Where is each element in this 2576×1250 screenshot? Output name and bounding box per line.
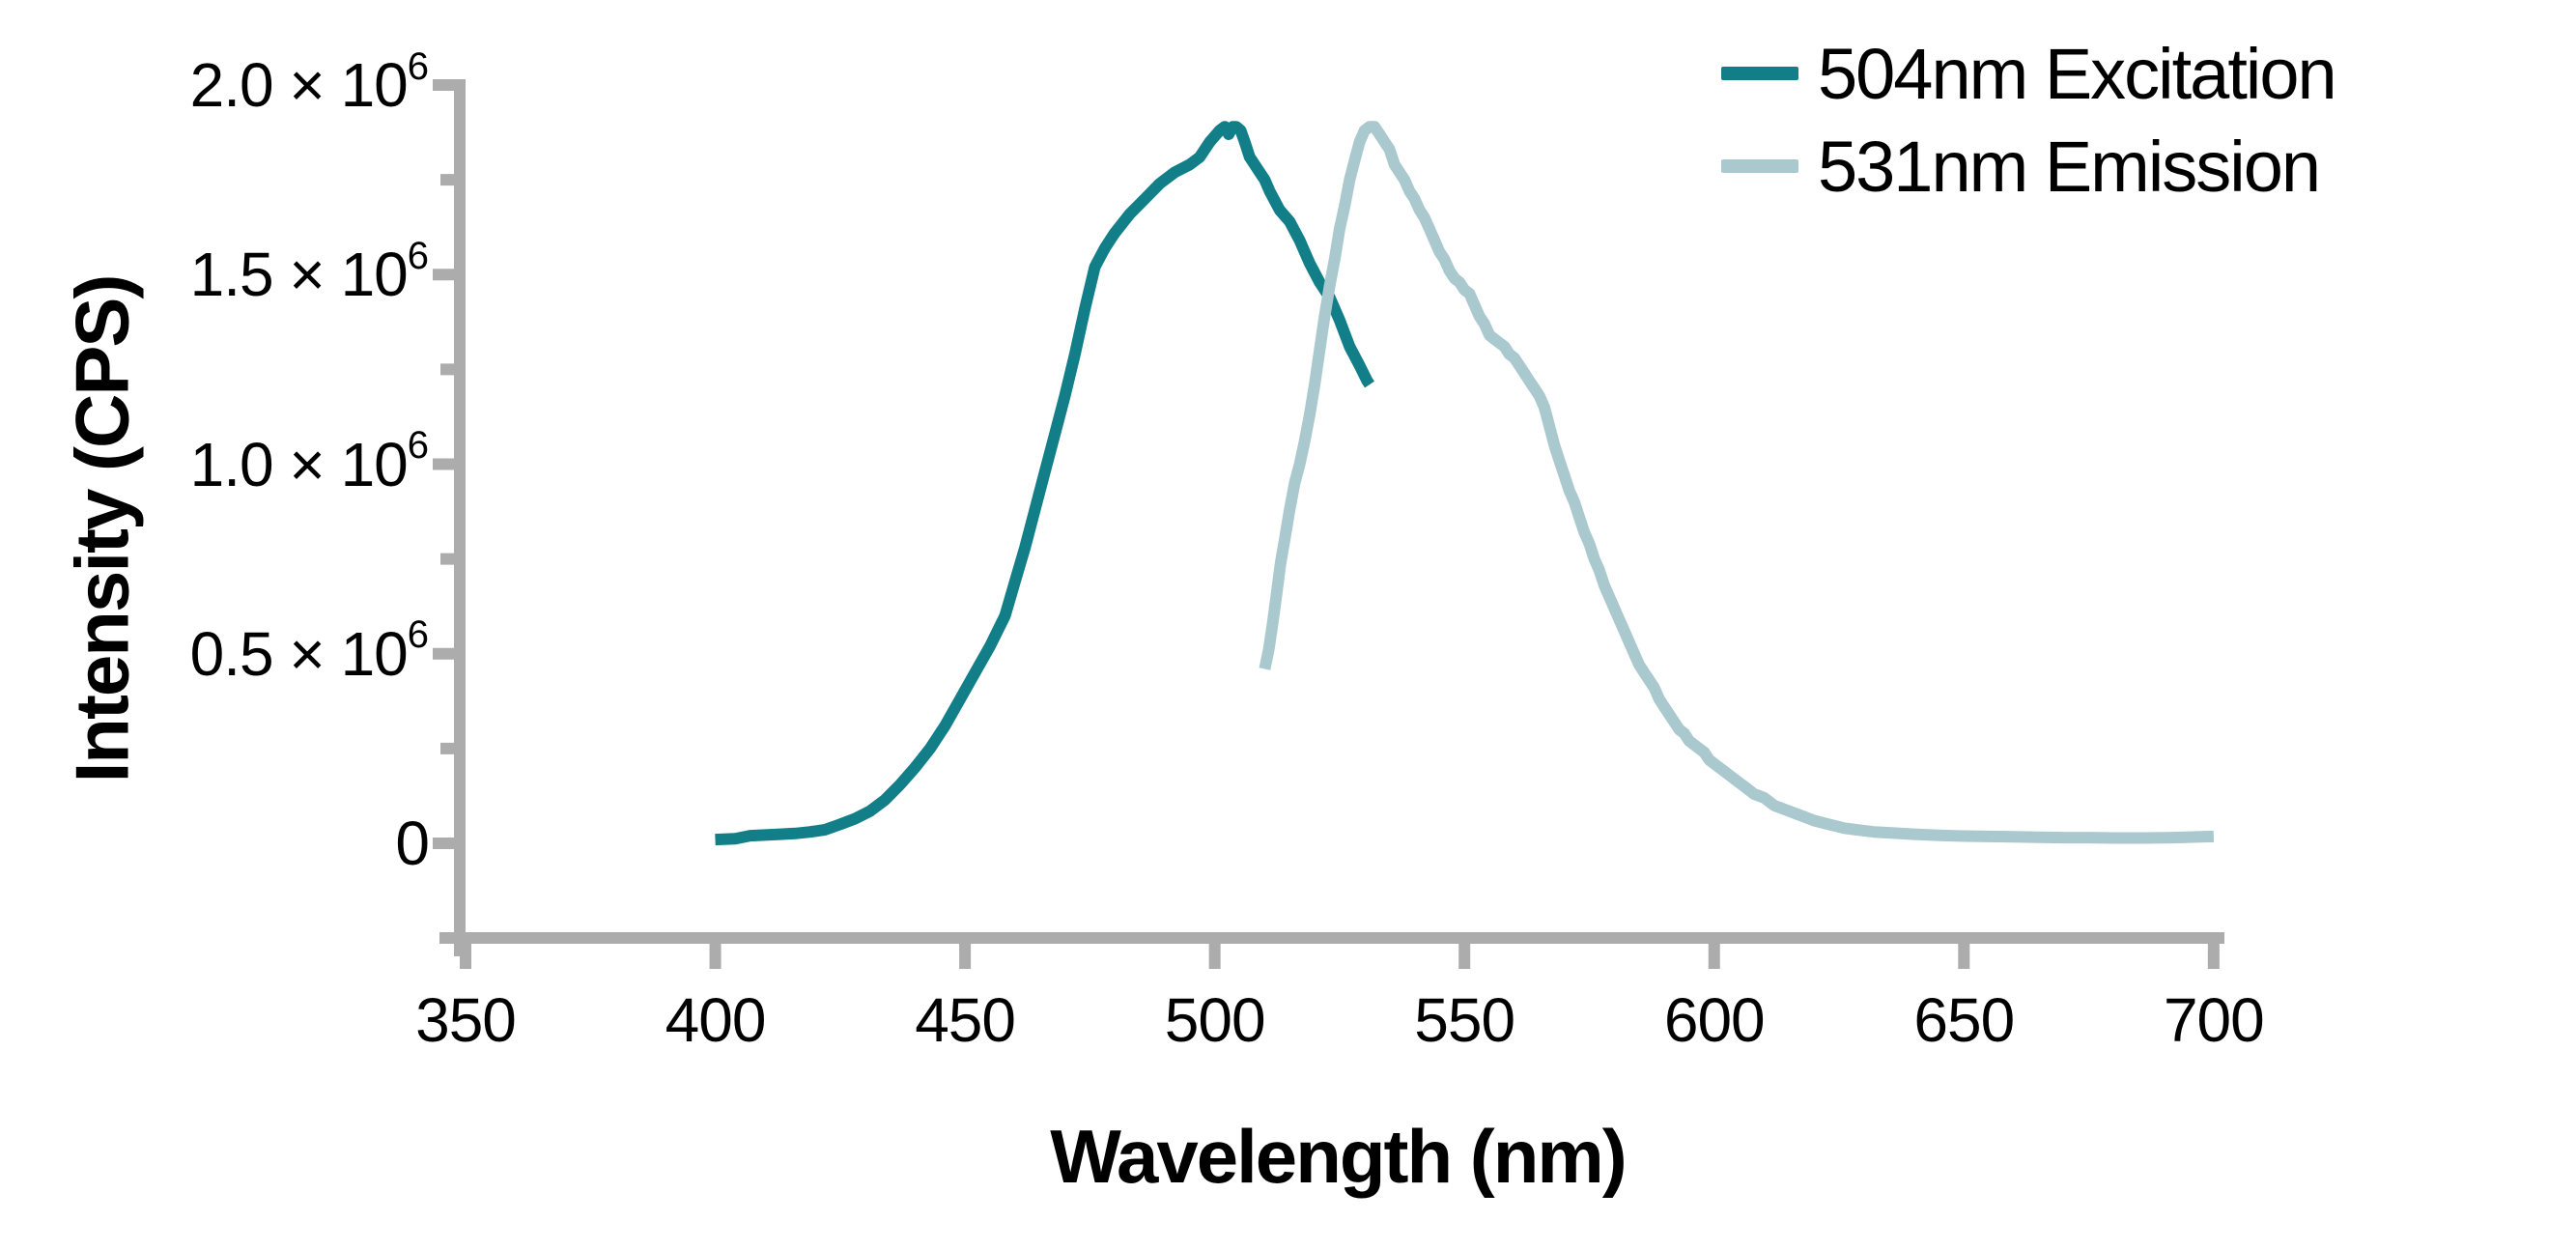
- emission-line-swatch: [1721, 159, 1798, 173]
- y-tick-label: 0: [395, 809, 430, 878]
- x-tick-label: 650: [1913, 985, 2015, 1055]
- y-tick-major: [433, 647, 460, 660]
- x-tick-label: 450: [915, 985, 1016, 1055]
- excitation-legend-label: 504nm Excitation: [1818, 33, 2337, 114]
- legend: 504nm Excitation 531nm Emission: [1721, 27, 2337, 213]
- y-tick-minor: [440, 742, 460, 754]
- x-tick: [959, 944, 972, 969]
- excitation-curve: [715, 121, 1374, 846]
- x-tick-label: 550: [1414, 985, 1515, 1055]
- legend-item-emission: 531nm Emission: [1721, 120, 2335, 213]
- y-axis-line: [454, 79, 466, 956]
- y-tick-label: 1.0 × 106: [189, 424, 429, 499]
- y-tick-label: 1.5 × 106: [189, 234, 429, 310]
- x-tick: [1708, 944, 1720, 969]
- y-tick-label: 0.5 × 106: [189, 613, 429, 689]
- y-tick-minor: [440, 174, 460, 186]
- legend-item-excitation: 504nm Excitation: [1721, 27, 2337, 120]
- x-tick-label: 350: [415, 985, 517, 1055]
- x-tick: [709, 944, 722, 969]
- x-tick: [1958, 944, 1970, 969]
- y-axis-title: Intensity (CPS): [59, 275, 145, 783]
- y-tick-minor: [440, 553, 460, 565]
- y-tick-label: 2.0 × 106: [189, 44, 429, 120]
- y-tick-major: [433, 458, 460, 470]
- excitation-line-swatch: [1721, 67, 1798, 80]
- x-tick: [2207, 944, 2220, 969]
- x-tick: [460, 944, 471, 969]
- x-axis-line: [439, 932, 2224, 944]
- x-axis-title: Wavelength (nm): [1050, 1114, 1627, 1199]
- emission-curve: [1259, 121, 2215, 844]
- y-tick-major: [433, 79, 460, 91]
- x-tick-label: 400: [665, 985, 767, 1055]
- emission-legend-label: 531nm Emission: [1818, 126, 2321, 207]
- y-tick-major: [433, 269, 460, 281]
- x-tick-label: 700: [2163, 985, 2265, 1055]
- x-tick-label: 600: [1663, 985, 1766, 1055]
- curves-layer: [715, 121, 2215, 846]
- x-tick: [1458, 944, 1471, 969]
- axes-layer: [433, 79, 2224, 969]
- x-tick-label: 500: [1164, 985, 1266, 1055]
- y-tick-major: [433, 838, 460, 849]
- x-tick: [1208, 944, 1221, 969]
- y-tick-minor: [440, 363, 460, 376]
